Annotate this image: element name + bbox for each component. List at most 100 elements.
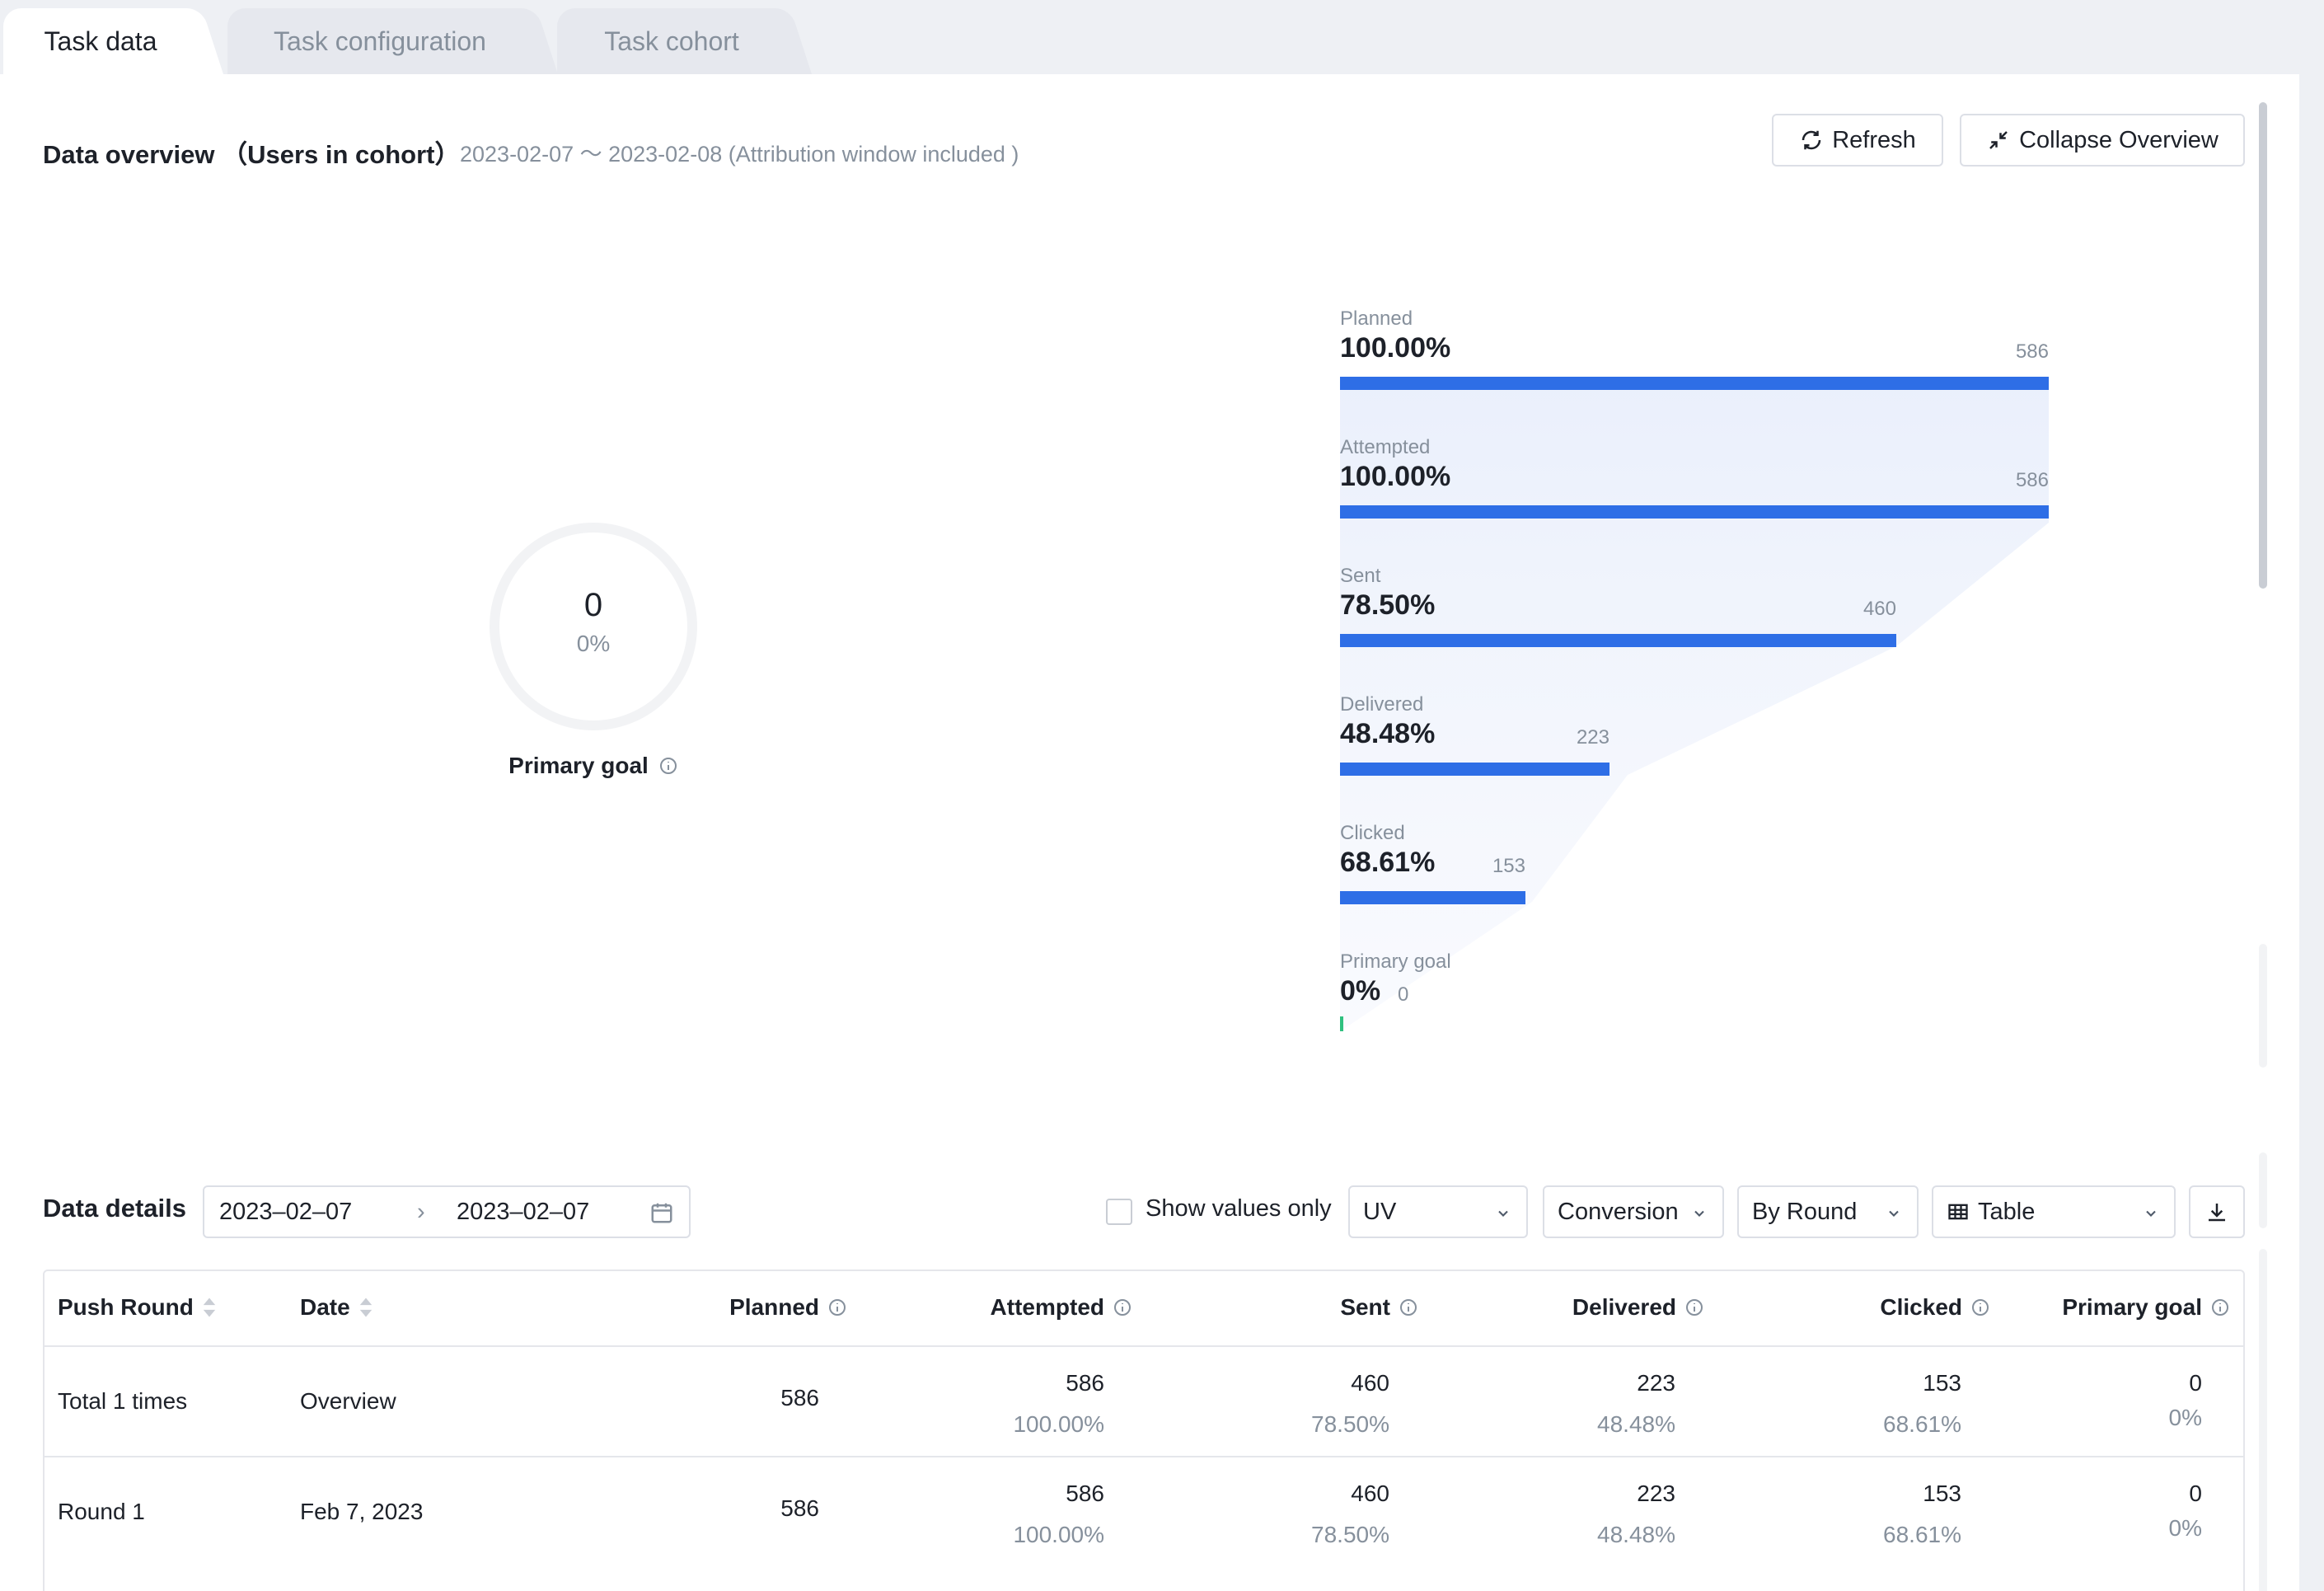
info-icon[interactable] [1113, 1298, 1132, 1317]
sort-icon[interactable] [202, 1297, 217, 1318]
metric-select[interactable]: UV [1348, 1185, 1528, 1238]
header-sent-label: Sent [1340, 1294, 1390, 1320]
calendar-icon [651, 1203, 672, 1223]
funnel-step-percent: 68.61% [1340, 847, 1436, 878]
collapse-label: Collapse Overview [2019, 126, 2219, 153]
funnel-step-count: 586 [2015, 340, 2049, 363]
download-button[interactable] [2189, 1185, 2245, 1238]
funnel-step-name: Clicked [1340, 822, 1405, 844]
cell-delivered: 223 [1637, 1481, 1675, 1506]
cell-push-round: Round 1 [58, 1499, 145, 1524]
cell-sent: 460 [1351, 1481, 1389, 1506]
funnel-step-percent: 78.50% [1340, 589, 1436, 621]
cell-primary-goal: 0 [2189, 1481, 2202, 1506]
tab-bar: Task data Task configuration Task cohort [0, 0, 2324, 74]
primary-goal-donut [490, 523, 697, 730]
info-icon[interactable] [1684, 1298, 1704, 1317]
collapse-icon [1989, 131, 2008, 149]
funnel-step: Attempted 100.00% [1340, 436, 1450, 493]
scrollbar-track-mid[interactable] [2259, 944, 2267, 1068]
funnel-step-count: 0 [1398, 983, 1409, 1006]
funnel-step-percent: 48.48% [1340, 718, 1436, 749]
funnel-step-name: Sent [1340, 565, 1381, 587]
cell-sent-pct: 78.50% [1311, 1411, 1389, 1437]
date-start: 2023–02–07 [219, 1199, 353, 1225]
header-push-round-label: Push Round [58, 1294, 194, 1320]
info-icon[interactable] [2210, 1298, 2230, 1317]
cell-clicked: 153 [1923, 1370, 1961, 1396]
info-icon[interactable] [1399, 1298, 1418, 1317]
cell-delivered: 223 [1637, 1370, 1675, 1396]
refresh-icon [1802, 130, 1821, 150]
funnel-step-count: 223 [1576, 726, 1609, 749]
info-icon[interactable] [658, 756, 678, 776]
tab-task-data[interactable]: Task data [3, 8, 198, 74]
group-select[interactable]: By Round [1737, 1185, 1919, 1238]
funnel-step: Primary goal 0% [1340, 950, 1451, 1007]
funnel-step-percent: 100.00% [1340, 461, 1451, 492]
funnel-step-name: Delivered [1340, 693, 1424, 716]
header-delivered: Delivered [1572, 1294, 1704, 1321]
header-sent: Sent [1340, 1294, 1418, 1321]
table-icon [1948, 1204, 1968, 1220]
scrollbar-thumb-top[interactable] [2259, 102, 2267, 589]
header-date-label: Date [300, 1294, 350, 1320]
view-select-value: Table [1978, 1198, 2036, 1225]
funnel-bar [1340, 1016, 1343, 1031]
date-separator: › [417, 1199, 425, 1225]
cell-sent-pct: 78.50% [1311, 1522, 1389, 1547]
funnel-step-count: 460 [1862, 598, 1896, 620]
cell-primary-goal-pct: 0% [2168, 1515, 2202, 1541]
cell-attempted: 586 [1066, 1370, 1104, 1396]
cell-attempted-pct: 100.00% [1013, 1411, 1104, 1437]
tab-task-configuration[interactable]: Task configuration [227, 8, 532, 74]
cell-clicked-pct: 68.61% [1883, 1522, 1961, 1547]
scrollbar-track-table[interactable] [2259, 1249, 2267, 1591]
cell-attempted: 586 [1066, 1481, 1104, 1506]
info-icon[interactable] [1970, 1298, 1990, 1317]
show-values-only-checkbox[interactable] [1106, 1199, 1132, 1225]
header-clicked: Clicked [1880, 1294, 1990, 1321]
donut-value: 0 [583, 587, 603, 623]
cell-planned: 586 [780, 1385, 819, 1410]
mode-select[interactable]: Conversion [1543, 1185, 1724, 1238]
funnel-bar [1340, 763, 1609, 776]
funnel-bar [1340, 634, 1896, 647]
download-icon [2209, 1204, 2225, 1222]
chevron-down-icon [1498, 1210, 1508, 1217]
info-icon[interactable] [827, 1298, 847, 1317]
header-planned: Planned [729, 1294, 847, 1321]
funnel-step: Delivered 48.48% [1340, 693, 1435, 750]
header-clicked-label: Clicked [1880, 1294, 1962, 1320]
funnel-step-count: 153 [1492, 855, 1525, 877]
view-select[interactable]: Table [1932, 1185, 2176, 1238]
funnel-step-count: 586 [2015, 469, 2049, 491]
details-title: Data details [43, 1194, 187, 1223]
sort-icon[interactable] [358, 1297, 373, 1318]
header-push-round[interactable]: Push Round [58, 1294, 217, 1321]
funnel-step-name: Planned [1340, 307, 1413, 330]
header-attempted-label: Attempted [990, 1294, 1104, 1320]
task-data-panel: Data overview （Users in cohort） 2023-02-… [0, 74, 2299, 1591]
collapse-overview-button[interactable]: Collapse Overview [1960, 114, 2245, 167]
cell-push-round: Total 1 times [58, 1388, 188, 1414]
header-attempted: Attempted [991, 1294, 1132, 1321]
funnel-bar [1340, 377, 2049, 390]
refresh-button[interactable]: Refresh [1772, 114, 1943, 167]
donut-label: Primary goal [494, 753, 692, 779]
cell-planned: 586 [780, 1495, 819, 1521]
donut-label-text: Primary goal [508, 753, 649, 778]
date-range-picker[interactable]: 2023–02–07 › 2023–02–07 [203, 1185, 691, 1238]
cell-date: Feb 7, 2023 [300, 1499, 424, 1524]
header-primary-goal-label: Primary goal [2062, 1294, 2202, 1320]
funnel-step-name: Primary goal [1340, 950, 1451, 973]
chevron-down-icon [1889, 1210, 1899, 1217]
scrollbar-track-details[interactable] [2259, 1152, 2267, 1228]
table-header-row: Push Round Date Planned Attempted Sent D… [45, 1271, 2243, 1347]
tab-task-cohort[interactable]: Task cohort [557, 8, 786, 74]
funnel-bar [1340, 505, 2049, 519]
header-delivered-label: Delivered [1572, 1294, 1676, 1320]
header-date[interactable]: Date [300, 1294, 373, 1321]
table-row: Total 1 times Overview 586 586 100.00% 4… [45, 1347, 2243, 1457]
chevron-down-icon [2146, 1210, 2156, 1217]
